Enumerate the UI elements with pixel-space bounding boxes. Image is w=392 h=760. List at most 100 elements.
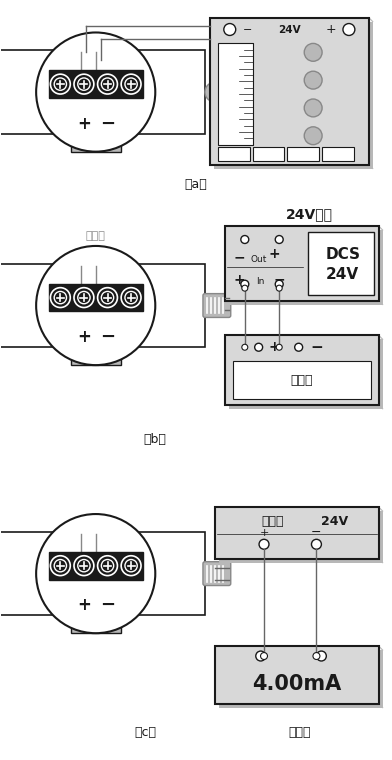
- Circle shape: [275, 280, 283, 288]
- Text: 24V电源: 24V电源: [286, 207, 333, 221]
- Text: +: +: [77, 597, 91, 614]
- Circle shape: [242, 344, 248, 350]
- Bar: [233, 361, 371, 399]
- Text: 4.00mA: 4.00mA: [252, 673, 341, 694]
- Bar: [287, 147, 319, 160]
- Text: +: +: [77, 328, 91, 347]
- Circle shape: [242, 285, 248, 291]
- Circle shape: [102, 78, 114, 90]
- Circle shape: [78, 78, 90, 90]
- Bar: [308, 232, 374, 295]
- Circle shape: [276, 344, 282, 350]
- Circle shape: [295, 344, 303, 351]
- FancyBboxPatch shape: [203, 293, 231, 318]
- Text: Out: Out: [250, 255, 267, 264]
- Circle shape: [121, 287, 141, 308]
- FancyBboxPatch shape: [203, 562, 231, 585]
- Text: 24V: 24V: [278, 24, 301, 34]
- Circle shape: [98, 287, 118, 308]
- Circle shape: [74, 74, 94, 94]
- FancyBboxPatch shape: [0, 532, 205, 616]
- Circle shape: [78, 291, 90, 304]
- Text: 24V: 24V: [321, 515, 348, 528]
- FancyBboxPatch shape: [0, 264, 205, 347]
- Circle shape: [313, 653, 320, 660]
- Text: （c）: （c）: [134, 726, 156, 739]
- Circle shape: [255, 344, 263, 351]
- Circle shape: [36, 514, 155, 633]
- FancyBboxPatch shape: [71, 131, 120, 152]
- Circle shape: [51, 556, 70, 575]
- Circle shape: [78, 559, 90, 572]
- Text: −: −: [100, 597, 115, 614]
- Text: +: +: [269, 248, 280, 261]
- Text: +: +: [77, 115, 91, 133]
- Circle shape: [316, 651, 326, 661]
- FancyBboxPatch shape: [71, 345, 120, 365]
- Text: −: −: [100, 328, 115, 347]
- FancyBboxPatch shape: [0, 50, 205, 134]
- Text: （b）: （b）: [144, 433, 167, 446]
- Circle shape: [102, 559, 114, 572]
- Bar: [215, 507, 379, 559]
- Bar: [210, 17, 369, 164]
- Circle shape: [98, 74, 118, 94]
- Circle shape: [121, 74, 141, 94]
- Circle shape: [276, 285, 282, 291]
- Circle shape: [51, 287, 70, 308]
- Bar: [218, 147, 250, 160]
- Bar: [49, 283, 143, 312]
- Circle shape: [36, 246, 155, 365]
- Text: −: −: [273, 273, 285, 287]
- Text: −: −: [233, 250, 245, 264]
- Bar: [49, 70, 143, 98]
- Circle shape: [241, 280, 249, 288]
- Polygon shape: [219, 650, 383, 708]
- Bar: [225, 335, 379, 405]
- Text: In: In: [257, 277, 265, 287]
- Text: −: −: [100, 115, 115, 133]
- Text: −: −: [311, 340, 323, 355]
- FancyBboxPatch shape: [71, 613, 120, 633]
- Circle shape: [275, 236, 283, 243]
- Circle shape: [98, 556, 118, 575]
- Circle shape: [125, 291, 137, 304]
- Polygon shape: [219, 511, 383, 562]
- Text: 24V: 24V: [326, 267, 359, 282]
- Text: +: +: [326, 23, 336, 36]
- Circle shape: [54, 559, 67, 572]
- Polygon shape: [229, 230, 383, 305]
- Circle shape: [121, 556, 141, 575]
- Circle shape: [304, 43, 322, 62]
- Bar: [49, 552, 143, 580]
- Circle shape: [102, 291, 114, 304]
- Polygon shape: [214, 21, 373, 169]
- Bar: [218, 43, 253, 144]
- Bar: [225, 226, 379, 300]
- Text: +: +: [260, 528, 269, 538]
- Text: DCS: DCS: [325, 247, 360, 262]
- Circle shape: [224, 24, 236, 36]
- Text: 安全栅: 安全栅: [261, 515, 283, 528]
- Circle shape: [54, 291, 67, 304]
- Circle shape: [304, 99, 322, 117]
- Circle shape: [125, 78, 137, 90]
- Text: −: −: [243, 24, 252, 34]
- Bar: [322, 147, 354, 160]
- Circle shape: [343, 24, 355, 36]
- Circle shape: [205, 82, 225, 102]
- Circle shape: [256, 651, 266, 661]
- Text: 显示器: 显示器: [290, 373, 313, 387]
- Circle shape: [304, 127, 322, 144]
- Polygon shape: [229, 339, 383, 409]
- Circle shape: [74, 287, 94, 308]
- Circle shape: [259, 540, 269, 549]
- Bar: [215, 646, 379, 704]
- Circle shape: [241, 236, 249, 243]
- Circle shape: [74, 556, 94, 575]
- Circle shape: [36, 33, 155, 152]
- Circle shape: [261, 653, 267, 660]
- Text: （a）: （a）: [185, 178, 207, 191]
- Circle shape: [312, 540, 321, 549]
- Text: +: +: [233, 273, 245, 287]
